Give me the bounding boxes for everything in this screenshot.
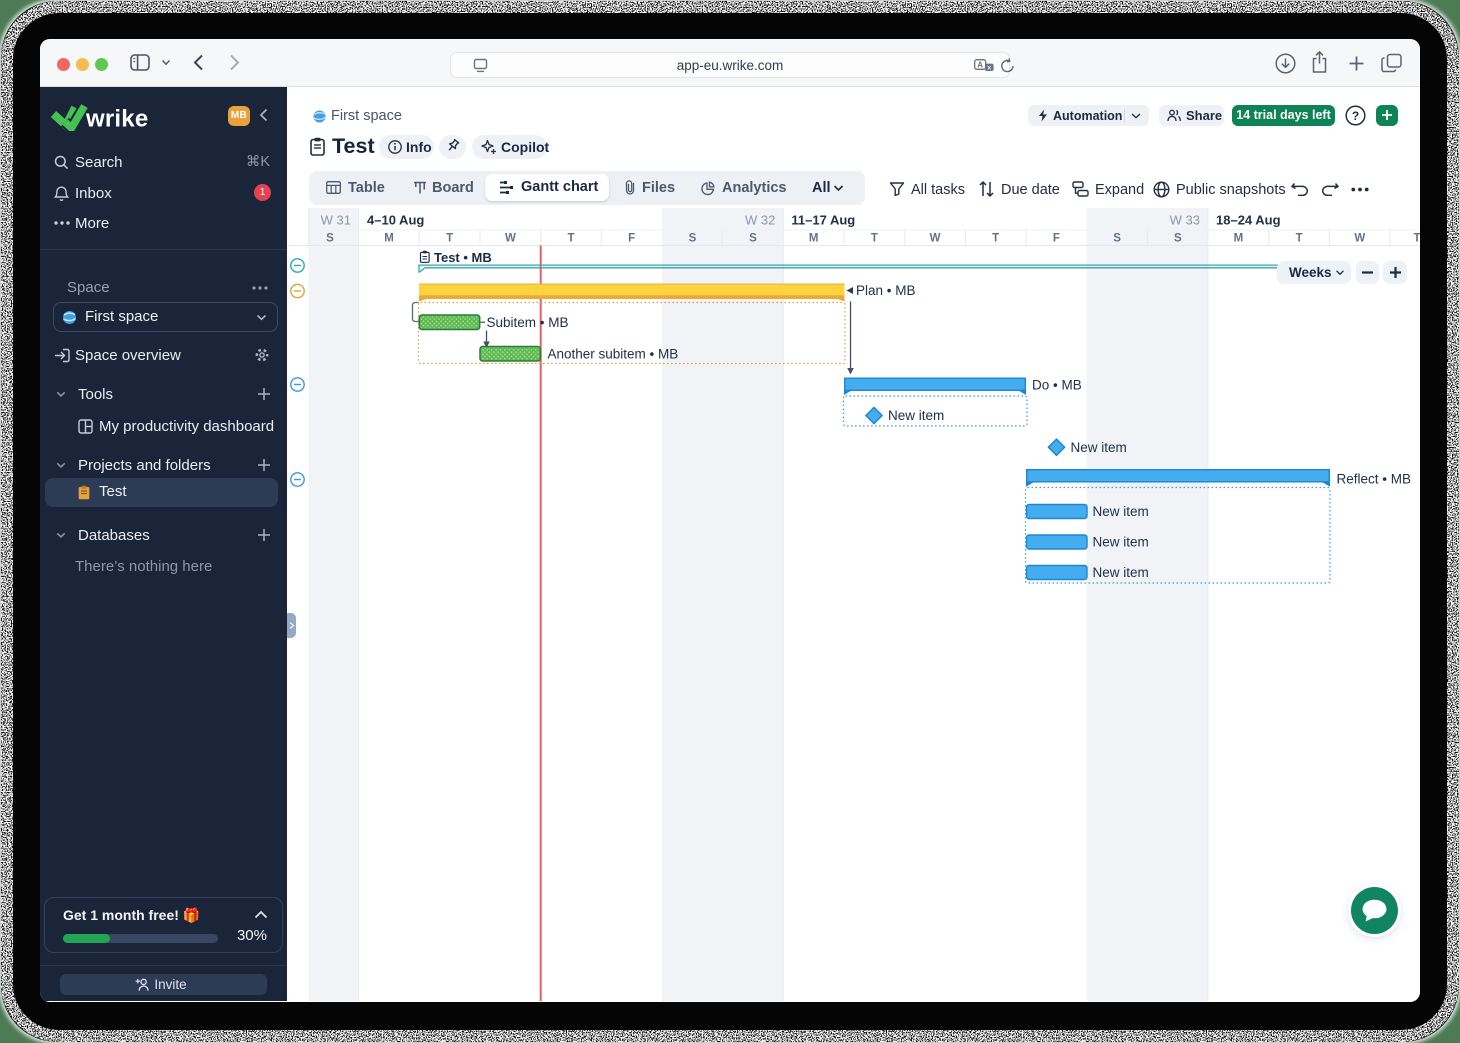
svg-text:M: M — [1234, 232, 1244, 244]
svg-text:W: W — [1354, 232, 1365, 244]
svg-text:T: T — [1413, 232, 1420, 244]
svg-text:M: M — [384, 232, 394, 244]
svg-text:T: T — [1296, 232, 1303, 244]
svg-text:Subitem • MB: Subitem • MB — [487, 314, 569, 329]
svg-text:S: S — [1113, 232, 1121, 244]
svg-text:Test • MB: Test • MB — [434, 250, 492, 265]
svg-text:F: F — [628, 232, 635, 244]
svg-text:New item: New item — [888, 408, 944, 423]
svg-text:T: T — [992, 232, 999, 244]
svg-text:T: T — [446, 232, 453, 244]
svg-text:W 31: W 31 — [321, 212, 351, 227]
svg-text:Reflect • MB: Reflect • MB — [1337, 471, 1412, 486]
svg-text:11–17 Aug: 11–17 Aug — [791, 212, 855, 227]
svg-text:New item: New item — [1093, 564, 1149, 579]
svg-text:Another subitem • MB: Another subitem • MB — [548, 346, 679, 361]
svg-text:W 32: W 32 — [745, 212, 775, 227]
svg-text:18–24 Aug: 18–24 Aug — [1216, 212, 1281, 227]
svg-text:?: ? — [1352, 108, 1359, 122]
svg-text:M: M — [809, 232, 819, 244]
svg-text:New item: New item — [1071, 439, 1127, 454]
svg-text:A: A — [977, 60, 983, 69]
svg-text:T: T — [567, 232, 574, 244]
svg-text:S: S — [689, 232, 697, 244]
svg-text:W: W — [505, 232, 516, 244]
svg-text:4–10 Aug: 4–10 Aug — [367, 212, 424, 227]
svg-text:x: x — [987, 64, 991, 71]
svg-text:New item: New item — [1093, 534, 1149, 549]
svg-text:F: F — [1053, 232, 1060, 244]
svg-text:T: T — [871, 232, 878, 244]
svg-text:S: S — [326, 232, 334, 244]
svg-text:W 33: W 33 — [1170, 212, 1200, 227]
svg-text:S: S — [749, 232, 757, 244]
svg-text:Do • MB: Do • MB — [1032, 377, 1082, 392]
svg-text:Plan • MB: Plan • MB — [856, 283, 916, 298]
svg-text:wrike: wrike — [85, 105, 148, 131]
svg-text:W: W — [930, 232, 941, 244]
svg-text:New item: New item — [1093, 503, 1149, 518]
svg-text:S: S — [1174, 232, 1182, 244]
